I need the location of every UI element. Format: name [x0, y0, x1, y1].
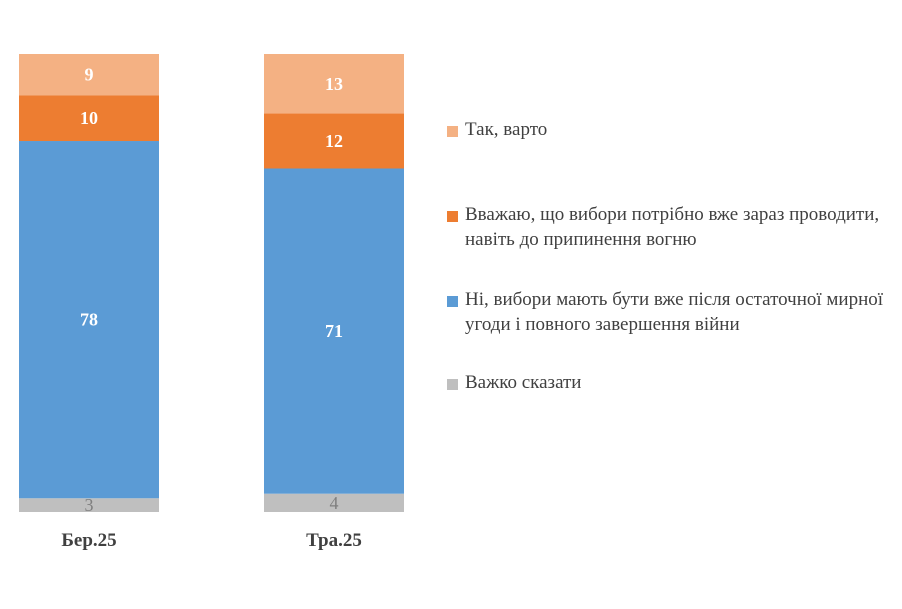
- legend-label-after: Ні, вибори мають бути вже після остаточн…: [465, 289, 884, 335]
- legend-item-hard: Важко сказати: [447, 370, 885, 395]
- legend-item-yes: Так, варто: [447, 117, 885, 142]
- category-label-0: Бер.25: [61, 530, 116, 551]
- category-label-1: Тра.25: [306, 530, 362, 551]
- bar-segment-0-2: [19, 95, 159, 142]
- bar-segment-1-2: [264, 113, 404, 169]
- data-label-1-3: 13: [325, 74, 343, 94]
- data-label-1-0: 4: [330, 493, 339, 513]
- legend-label-yes: Так, варто: [465, 119, 548, 140]
- bar-segment-1-0: [264, 493, 404, 512]
- bar-segment-1-3: [264, 54, 404, 114]
- data-label-1-2: 12: [325, 131, 343, 151]
- legend-swatch-now: [447, 211, 458, 222]
- legend-swatch-hard: [447, 379, 458, 390]
- bar-segment-0-3: [19, 54, 159, 96]
- legend-swatch-yes: [447, 126, 458, 137]
- legend-swatch-after: [447, 296, 458, 307]
- legend-label-hard: Важко сказати: [465, 372, 582, 393]
- legend-label-now: Вважаю, що вибори потрібно вже зараз про…: [465, 204, 880, 250]
- data-label-0-2: 10: [80, 108, 98, 128]
- bar-segment-1-1: [264, 168, 404, 494]
- legend-item-now: Вважаю, що вибори потрібно вже зараз про…: [447, 202, 885, 252]
- data-label-1-1: 71: [325, 321, 343, 341]
- data-label-0-0: 3: [85, 495, 94, 515]
- data-label-0-3: 9: [85, 65, 94, 85]
- data-label-0-1: 78: [80, 310, 98, 330]
- bar-segment-0-1: [19, 141, 159, 499]
- bar-segment-0-0: [19, 498, 159, 512]
- legend-item-after: Ні, вибори мають бути вже після остаточн…: [447, 287, 885, 337]
